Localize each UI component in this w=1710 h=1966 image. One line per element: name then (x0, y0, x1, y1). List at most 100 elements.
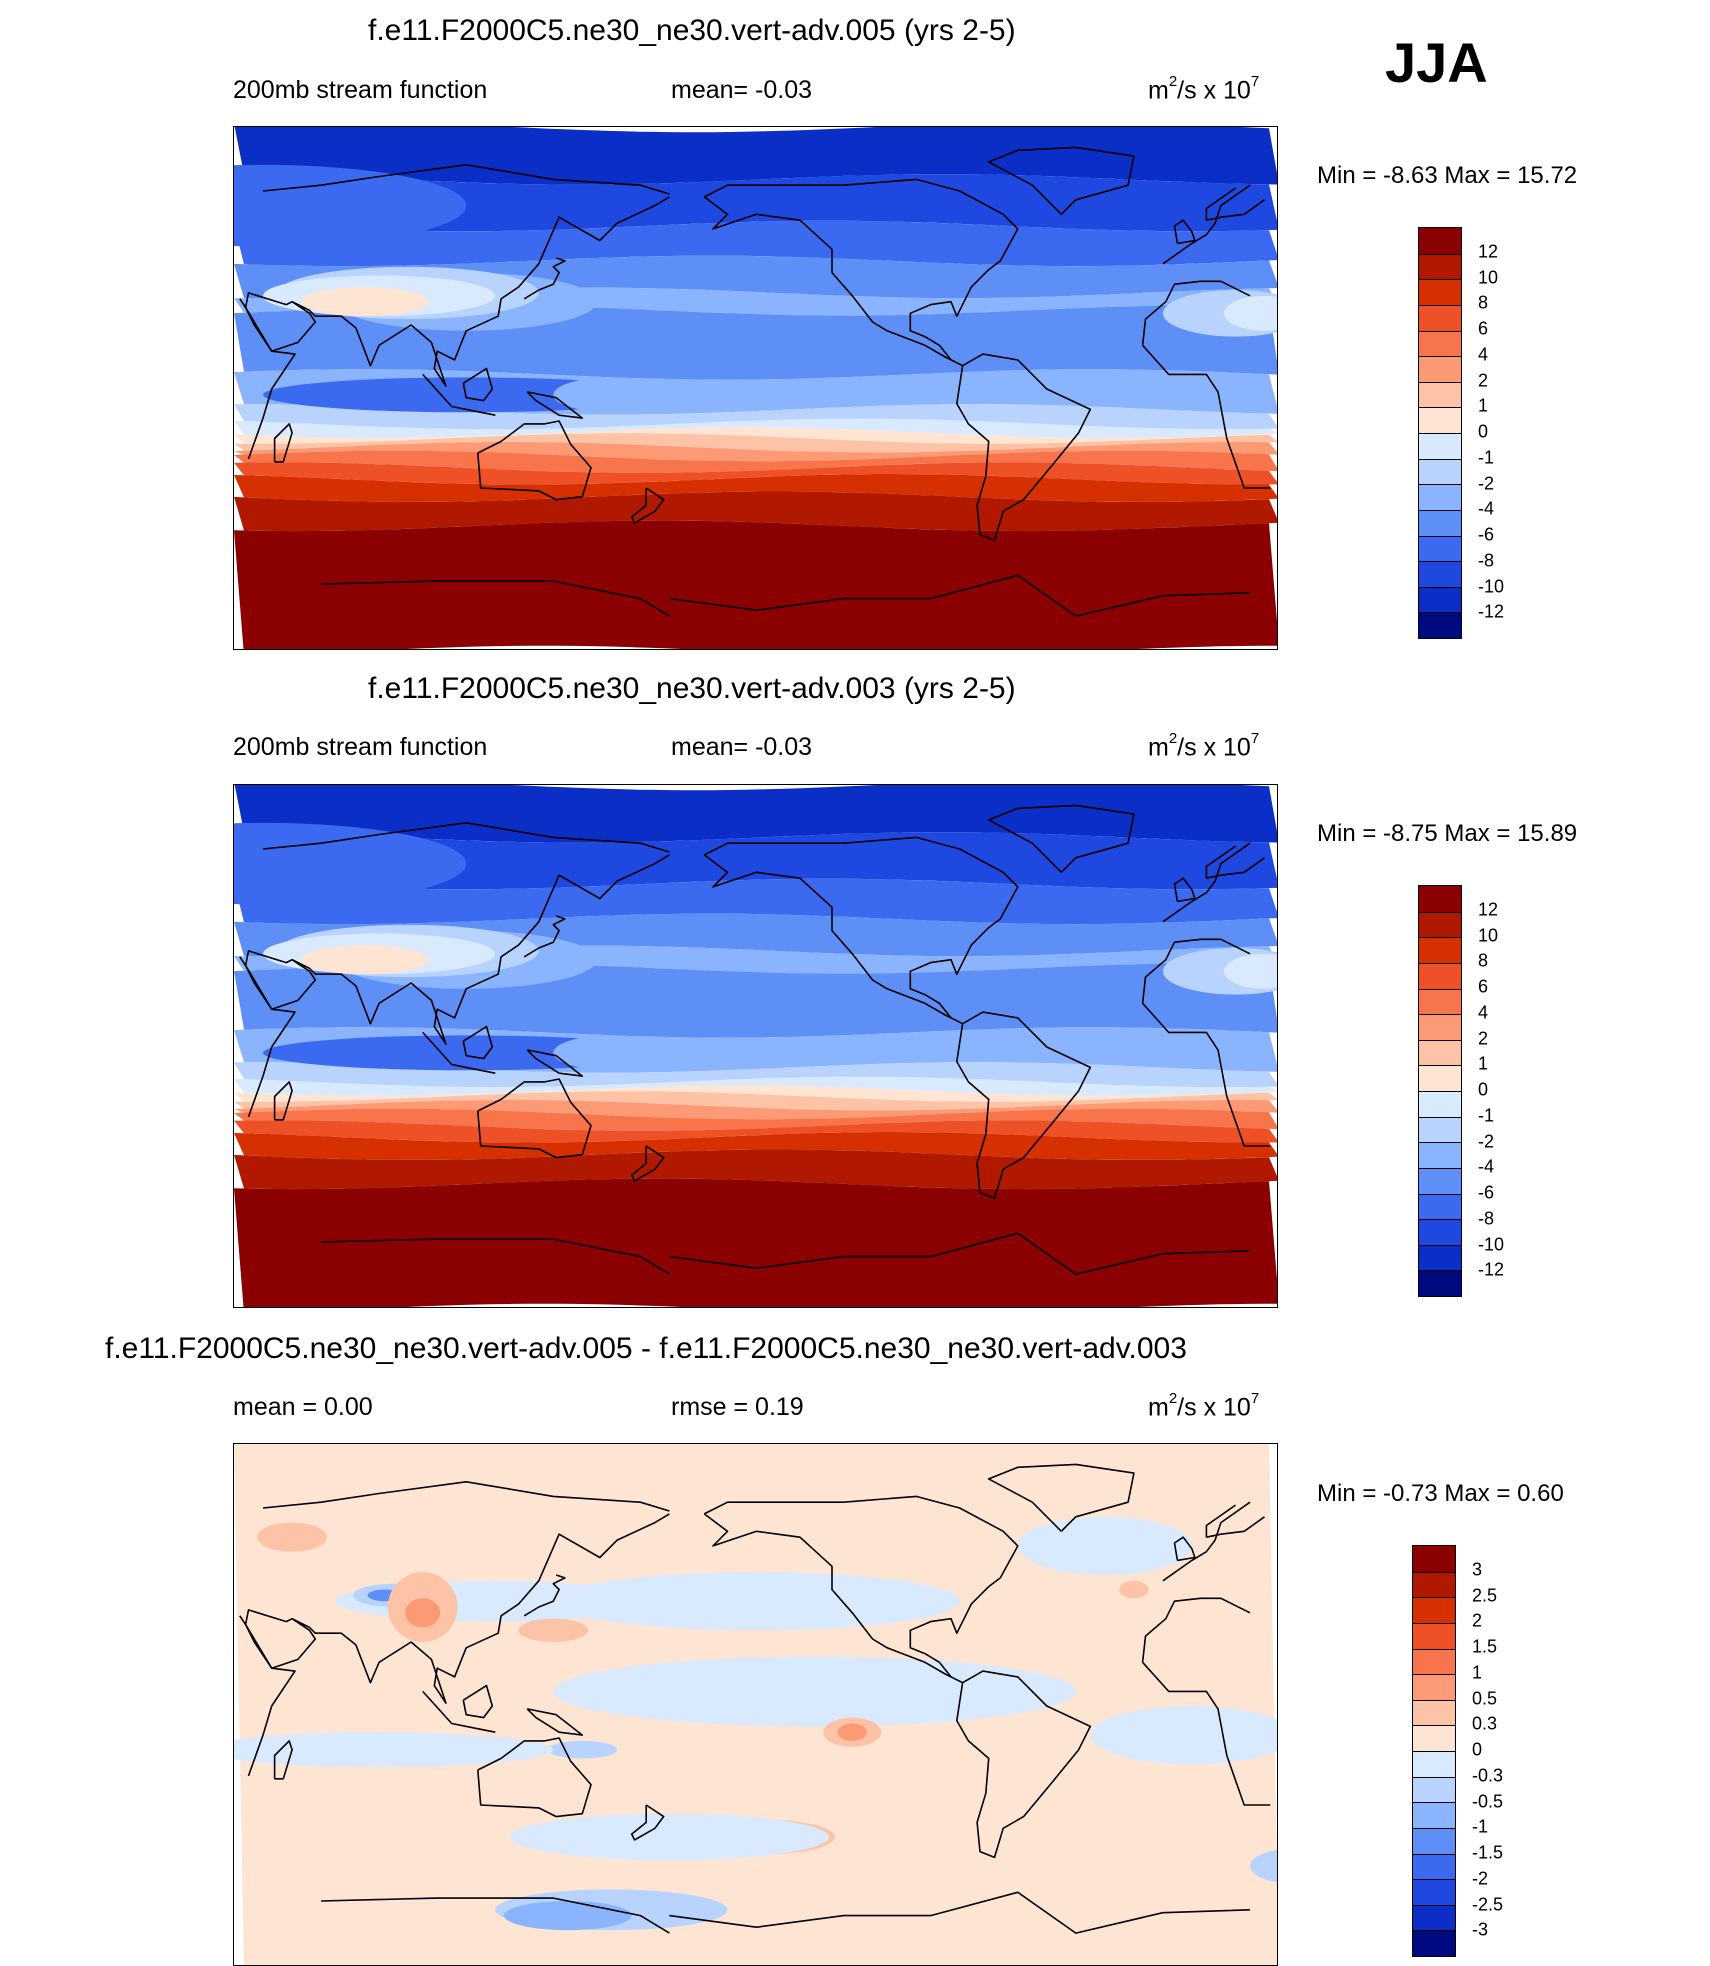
colorbar-box (1413, 1930, 1455, 1956)
contour-band (234, 832, 1277, 890)
colorbar-tick-label: 0 (1472, 1739, 1483, 1760)
colorbar-tick-label: -8 (1478, 550, 1495, 571)
contour-band (234, 427, 1277, 444)
contour-region (837, 1723, 867, 1741)
coastline (703, 1495, 1019, 1684)
panel3-rmse-label: rmse = 0.19 (671, 1393, 804, 1421)
colorbar-tick-label: 2.5 (1472, 1584, 1498, 1605)
colorbar-box (1419, 1270, 1461, 1296)
contour-band (234, 433, 1277, 453)
colorbar-tick-label: 10 (1478, 266, 1499, 287)
contour-region (553, 377, 670, 413)
panel1-colorbar-labels: 12 10 8 6 4 2 1 0 -1 -2 -4 -6 -8 -10 -12 (1478, 227, 1538, 639)
panel1-minmax: Min = -8.63 Max = 15.72 (1317, 162, 1578, 189)
coastline (987, 146, 1135, 215)
contour-region (300, 287, 429, 317)
colorbar-tick-label: -10 (1478, 575, 1505, 596)
coastline (703, 836, 1019, 1025)
contour-region (547, 1740, 618, 1759)
coastline (630, 487, 665, 524)
contour-band (234, 1076, 1277, 1096)
contour-band (234, 1149, 1277, 1190)
panel1-left-label: 200mb stream function (233, 76, 488, 104)
colorbar-box (1419, 356, 1461, 382)
contour-region (1223, 295, 1277, 331)
colorbar-tick-label: 4 (1478, 344, 1489, 365)
coastline (1173, 877, 1196, 903)
colorbar-tick-label: 4 (1478, 1002, 1489, 1023)
colorbar-box (1419, 911, 1461, 938)
map-canvas (234, 1444, 1277, 1965)
contour-band (234, 474, 1277, 502)
coastline (291, 1513, 670, 1704)
contour-band (234, 1120, 1277, 1143)
colorbar-tick-label: -2 (1478, 1130, 1495, 1151)
colorbar-box (1419, 937, 1461, 963)
colorbar-tick-label: -4 (1478, 1156, 1495, 1177)
contour-band (234, 1100, 1277, 1120)
contour-region (1017, 1516, 1192, 1575)
coastline (422, 1031, 496, 1074)
coastline (1205, 1504, 1265, 1538)
colorbar-box (1419, 304, 1461, 331)
colorbar-box (1419, 886, 1461, 912)
colorbar-box (1419, 535, 1461, 562)
contour-band (234, 1085, 1277, 1102)
contour-region (553, 1572, 960, 1631)
colorbar-box (1419, 1014, 1461, 1040)
panel2-minmax: Min = -8.75 Max = 15.89 (1317, 820, 1578, 847)
colorbar-tick-label: -10 (1478, 1233, 1505, 1254)
map-canvas (234, 127, 1277, 649)
colorbar-box (1413, 1597, 1455, 1623)
colorbar-box (1419, 1039, 1461, 1066)
coastline (630, 1145, 665, 1182)
colorbar-tick-label: -1 (1472, 1816, 1489, 1837)
colorbar-box (1413, 1879, 1455, 1905)
coastline (526, 1049, 584, 1077)
contour-region (509, 1813, 830, 1861)
contour-region (1119, 1580, 1149, 1599)
colorbar-box (1413, 1622, 1455, 1649)
contour-region (518, 1618, 589, 1642)
coastline (526, 391, 584, 419)
coastline (462, 1025, 494, 1060)
contour-region (553, 1035, 670, 1071)
coastline (477, 1078, 592, 1159)
contour-region (405, 1598, 441, 1628)
contour-region (1223, 953, 1277, 989)
colorbar-tick-label: 1.5 (1472, 1636, 1498, 1657)
coastline (262, 1481, 1251, 1582)
coastline (244, 292, 317, 352)
contour-band (234, 418, 1277, 438)
colorbar-tick-label: 10 (1478, 924, 1499, 945)
coastline (244, 1609, 317, 1669)
colorbar-box (1419, 1142, 1461, 1168)
panel3-title: f.e11.F2000C5.ne30_ne30.vert-adv.005 - f… (105, 1332, 1187, 1365)
colorbar-box (1413, 1699, 1455, 1726)
colorbar-box (1419, 381, 1461, 408)
panel2-title: f.e11.F2000C5.ne30_ne30.vert-adv.003 (yr… (368, 672, 1016, 705)
panel3-mean-label: mean = 0.00 (233, 1393, 373, 1421)
panel1-mean-label: mean= -0.03 (671, 76, 813, 104)
colorbar-box (1413, 1853, 1455, 1880)
colorbar-box (1419, 962, 1461, 989)
colorbar-box (1419, 1193, 1461, 1220)
colorbar-tick-label: -12 (1478, 601, 1505, 622)
colorbar-box (1419, 458, 1461, 485)
coastline (273, 1740, 293, 1780)
colorbar-box (1419, 1167, 1461, 1194)
coastline (422, 373, 496, 416)
contour-region (300, 945, 429, 975)
coastline (291, 854, 670, 1045)
contour-band (234, 1062, 1277, 1088)
coastline (956, 1011, 1092, 1200)
colorbar-box (1413, 1904, 1455, 1931)
colorbar-tick-label: -4 (1478, 498, 1495, 519)
coastline (630, 1804, 665, 1841)
coastline (321, 574, 1251, 617)
panel2-mean-label: mean= -0.03 (671, 733, 813, 761)
colorbar-box (1419, 1116, 1461, 1143)
contour-band (234, 491, 1277, 532)
coastline (956, 353, 1092, 542)
panel1-units: m2/s x 107 (1148, 73, 1260, 105)
